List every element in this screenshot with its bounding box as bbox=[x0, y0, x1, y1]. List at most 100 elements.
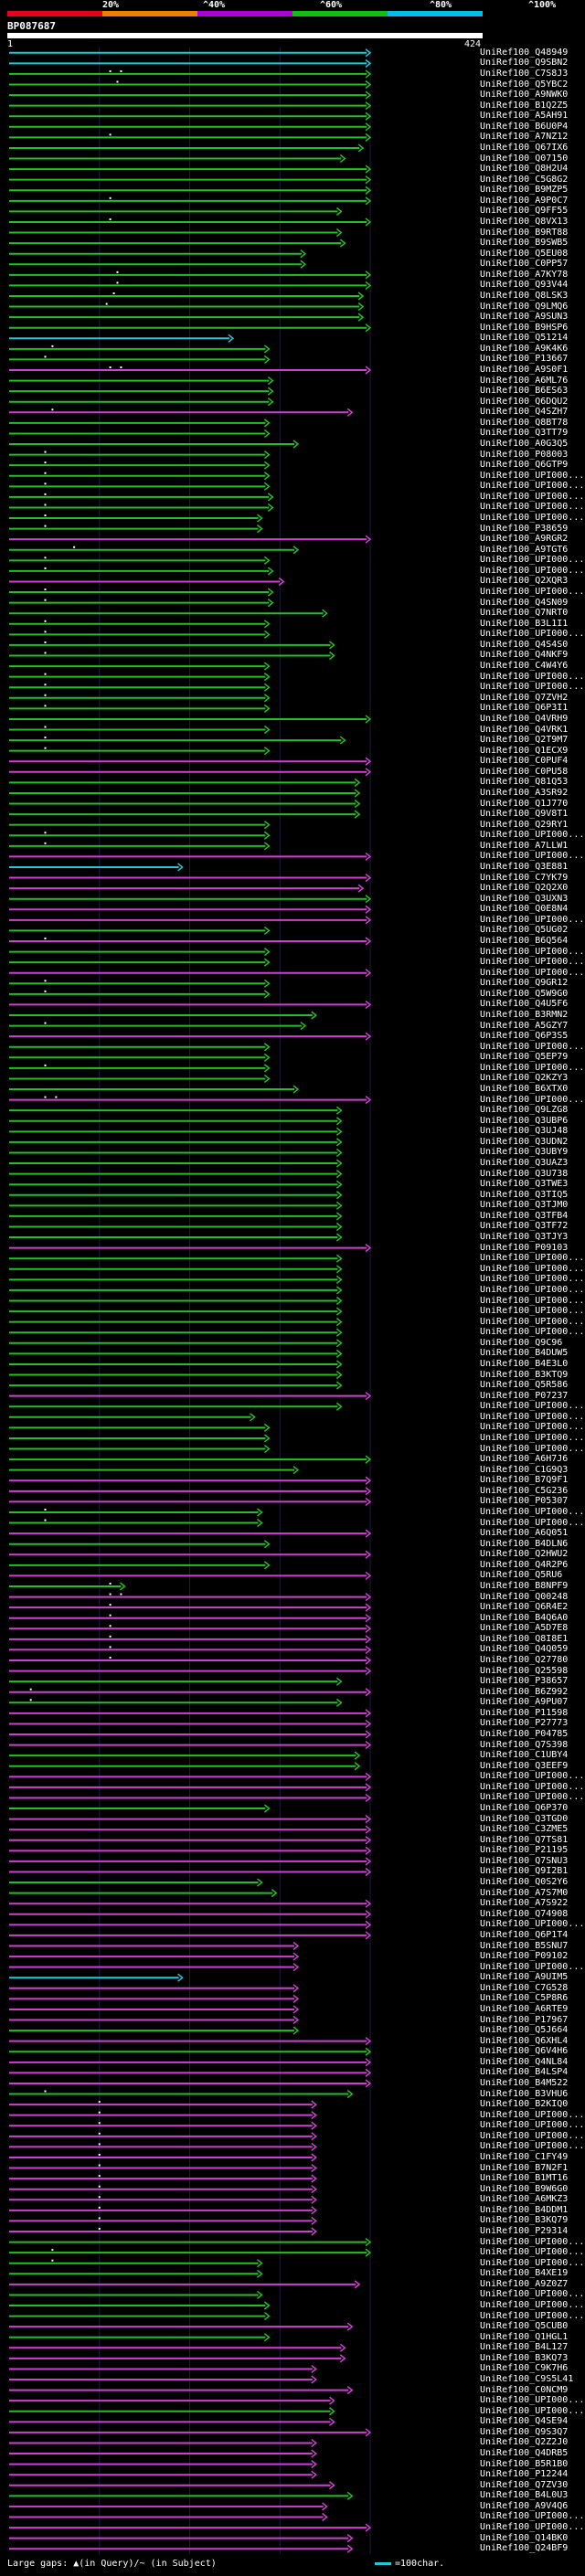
hit-row[interactable] bbox=[9, 1212, 343, 1221]
hit-label[interactable]: UniRef100_B4Q6A0 bbox=[480, 1612, 569, 1623]
hit-row[interactable] bbox=[9, 1994, 300, 2003]
hit-label[interactable]: UniRef100_Q48949 bbox=[480, 47, 569, 58]
hit-label[interactable]: UniRef100_C0PU58 bbox=[480, 766, 569, 777]
hit-label[interactable]: UniRef100_UPI000... bbox=[480, 1919, 585, 1930]
hit-label[interactable]: UniRef100_B7Q9F1 bbox=[480, 1475, 569, 1486]
hit-row[interactable] bbox=[9, 482, 271, 491]
hit-label[interactable]: UniRef100_Q3TF72 bbox=[480, 1221, 569, 1232]
hit-label[interactable]: UniRef100_B6Q564 bbox=[480, 935, 569, 946]
hit-label[interactable]: UniRef100_Q3UAZ3 bbox=[480, 1158, 569, 1169]
hit-row[interactable] bbox=[9, 2280, 361, 2289]
hit-label[interactable]: UniRef100_Q6V4H6 bbox=[480, 2046, 569, 2057]
hit-label[interactable]: UniRef100_Q4VRK1 bbox=[480, 724, 569, 735]
hit-label[interactable]: UniRef100_A0G3Q5 bbox=[480, 439, 569, 450]
hit-row[interactable] bbox=[9, 239, 346, 248]
hit-row[interactable] bbox=[9, 1582, 126, 1591]
hit-label[interactable]: UniRef100_Q3TGD0 bbox=[480, 1813, 569, 1824]
hit-row[interactable] bbox=[9, 164, 372, 174]
hit-label[interactable]: UniRef100_C0PUF4 bbox=[480, 756, 569, 767]
hit-label[interactable]: UniRef100_B6ES63 bbox=[480, 386, 569, 397]
hit-row[interactable] bbox=[9, 1381, 343, 1390]
hit-row[interactable] bbox=[9, 1085, 300, 1094]
hit-label[interactable]: UniRef100_Q7NRT0 bbox=[480, 608, 569, 619]
hit-row[interactable] bbox=[9, 1666, 372, 1676]
hit-label[interactable]: UniRef100_Q3UBY9 bbox=[480, 1147, 569, 1158]
hit-row[interactable] bbox=[9, 1159, 343, 1168]
hit-label[interactable]: UniRef100_Q00248 bbox=[480, 1591, 569, 1602]
hit-label[interactable]: UniRef100_Q9V8T1 bbox=[480, 809, 569, 820]
hit-row[interactable] bbox=[9, 1804, 271, 1813]
hit-label[interactable]: UniRef100_C9K7H6 bbox=[480, 2363, 569, 2374]
hit-row[interactable] bbox=[9, 556, 271, 565]
hit-row[interactable] bbox=[9, 2428, 372, 2437]
hit-row[interactable] bbox=[9, 1635, 372, 1644]
hit-row[interactable] bbox=[9, 1963, 300, 1972]
hit-label[interactable]: UniRef100_Q6P3I1 bbox=[480, 703, 569, 714]
hit-label[interactable]: UniRef100_A9UIM5 bbox=[480, 1972, 569, 1983]
hit-row[interactable] bbox=[9, 1910, 372, 1919]
hit-row[interactable] bbox=[9, 1889, 278, 1898]
hit-row[interactable] bbox=[9, 1783, 372, 1792]
hit-row[interactable] bbox=[9, 736, 346, 745]
hit-row[interactable] bbox=[9, 1328, 343, 1337]
hit-row[interactable] bbox=[9, 789, 361, 798]
hit-row[interactable] bbox=[9, 2068, 372, 2077]
hit-label[interactable]: UniRef100_P12244 bbox=[480, 2469, 569, 2480]
hit-label[interactable]: UniRef100_C0PP57 bbox=[480, 259, 569, 270]
hit-row[interactable] bbox=[9, 355, 271, 365]
hit-label[interactable]: UniRef100_Q9LMQ6 bbox=[480, 301, 569, 312]
hit-row[interactable] bbox=[9, 863, 184, 872]
hit-label[interactable]: UniRef100_UPI000... bbox=[480, 1253, 585, 1264]
hit-row[interactable] bbox=[9, 472, 271, 481]
hit-label[interactable]: UniRef100_UPI000... bbox=[480, 830, 585, 841]
hit-row[interactable] bbox=[9, 2100, 317, 2109]
hit-label[interactable]: UniRef100_UPI000... bbox=[480, 1771, 585, 1782]
hit-label[interactable]: UniRef100_UPI000... bbox=[480, 957, 585, 968]
hit-label[interactable]: UniRef100_Q93V44 bbox=[480, 280, 569, 291]
hit-row[interactable] bbox=[9, 768, 372, 777]
hit-row[interactable] bbox=[9, 662, 271, 671]
hit-row[interactable] bbox=[9, 1117, 343, 1126]
hit-row[interactable] bbox=[9, 196, 372, 206]
hit-row[interactable] bbox=[9, 281, 372, 290]
hit-row[interactable] bbox=[9, 525, 263, 534]
hit-row[interactable] bbox=[9, 1307, 343, 1316]
hit-label[interactable]: UniRef100_Q24BF9 bbox=[480, 2543, 569, 2554]
hit-label[interactable]: UniRef100_A9K4K6 bbox=[480, 343, 569, 354]
hit-row[interactable] bbox=[9, 1032, 372, 1041]
hit-row[interactable] bbox=[9, 398, 274, 407]
hit-row[interactable] bbox=[9, 1730, 372, 1739]
hit-row[interactable] bbox=[9, 2322, 354, 2331]
hit-label[interactable]: UniRef100_P38659 bbox=[480, 523, 569, 534]
hit-row[interactable] bbox=[9, 1392, 372, 1401]
hit-label[interactable]: UniRef100_Q5YBC2 bbox=[480, 79, 569, 90]
hit-label[interactable]: UniRef100_Q5J664 bbox=[480, 2025, 569, 2036]
hit-row[interactable] bbox=[9, 1222, 343, 1232]
hit-label[interactable]: UniRef100_A9PU07 bbox=[480, 1697, 569, 1708]
hit-label[interactable]: UniRef100_A9TGT6 bbox=[480, 544, 569, 555]
hit-row[interactable] bbox=[9, 694, 271, 703]
hit-label[interactable]: UniRef100_UPI000... bbox=[480, 1792, 585, 1803]
hit-label[interactable]: UniRef100_Q4U5F6 bbox=[480, 999, 569, 1010]
hit-row[interactable] bbox=[9, 2354, 346, 2363]
hit-row[interactable] bbox=[9, 1201, 343, 1210]
hit-label[interactable]: UniRef100_UPI000... bbox=[480, 481, 585, 492]
hit-row[interactable] bbox=[9, 323, 372, 333]
hit-row[interactable] bbox=[9, 1550, 372, 1559]
hit-label[interactable]: UniRef100_P38657 bbox=[480, 1676, 569, 1687]
hit-row[interactable] bbox=[9, 1254, 343, 1263]
hit-label[interactable]: UniRef100_Q8I8E1 bbox=[480, 1633, 569, 1644]
hit-row[interactable] bbox=[9, 2375, 317, 2384]
hit-row[interactable] bbox=[9, 2237, 372, 2247]
hit-label[interactable]: UniRef100_UPI000... bbox=[480, 946, 585, 957]
hit-label[interactable]: UniRef100_Q5R586 bbox=[480, 1380, 569, 1391]
hit-row[interactable] bbox=[9, 2089, 354, 2099]
hit-label[interactable]: UniRef100_A5GZY7 bbox=[480, 1020, 569, 1031]
hit-label[interactable]: UniRef100_A9V4Q6 bbox=[480, 2500, 569, 2511]
hit-label[interactable]: UniRef100_B4DLN6 bbox=[480, 1538, 569, 1549]
hit-label[interactable]: UniRef100_A7S922 bbox=[480, 1898, 569, 1909]
hit-row[interactable] bbox=[9, 969, 372, 978]
hit-label[interactable]: UniRef100_B7N2F1 bbox=[480, 2162, 569, 2173]
hit-row[interactable] bbox=[9, 958, 271, 967]
hit-row[interactable] bbox=[9, 1487, 372, 1496]
